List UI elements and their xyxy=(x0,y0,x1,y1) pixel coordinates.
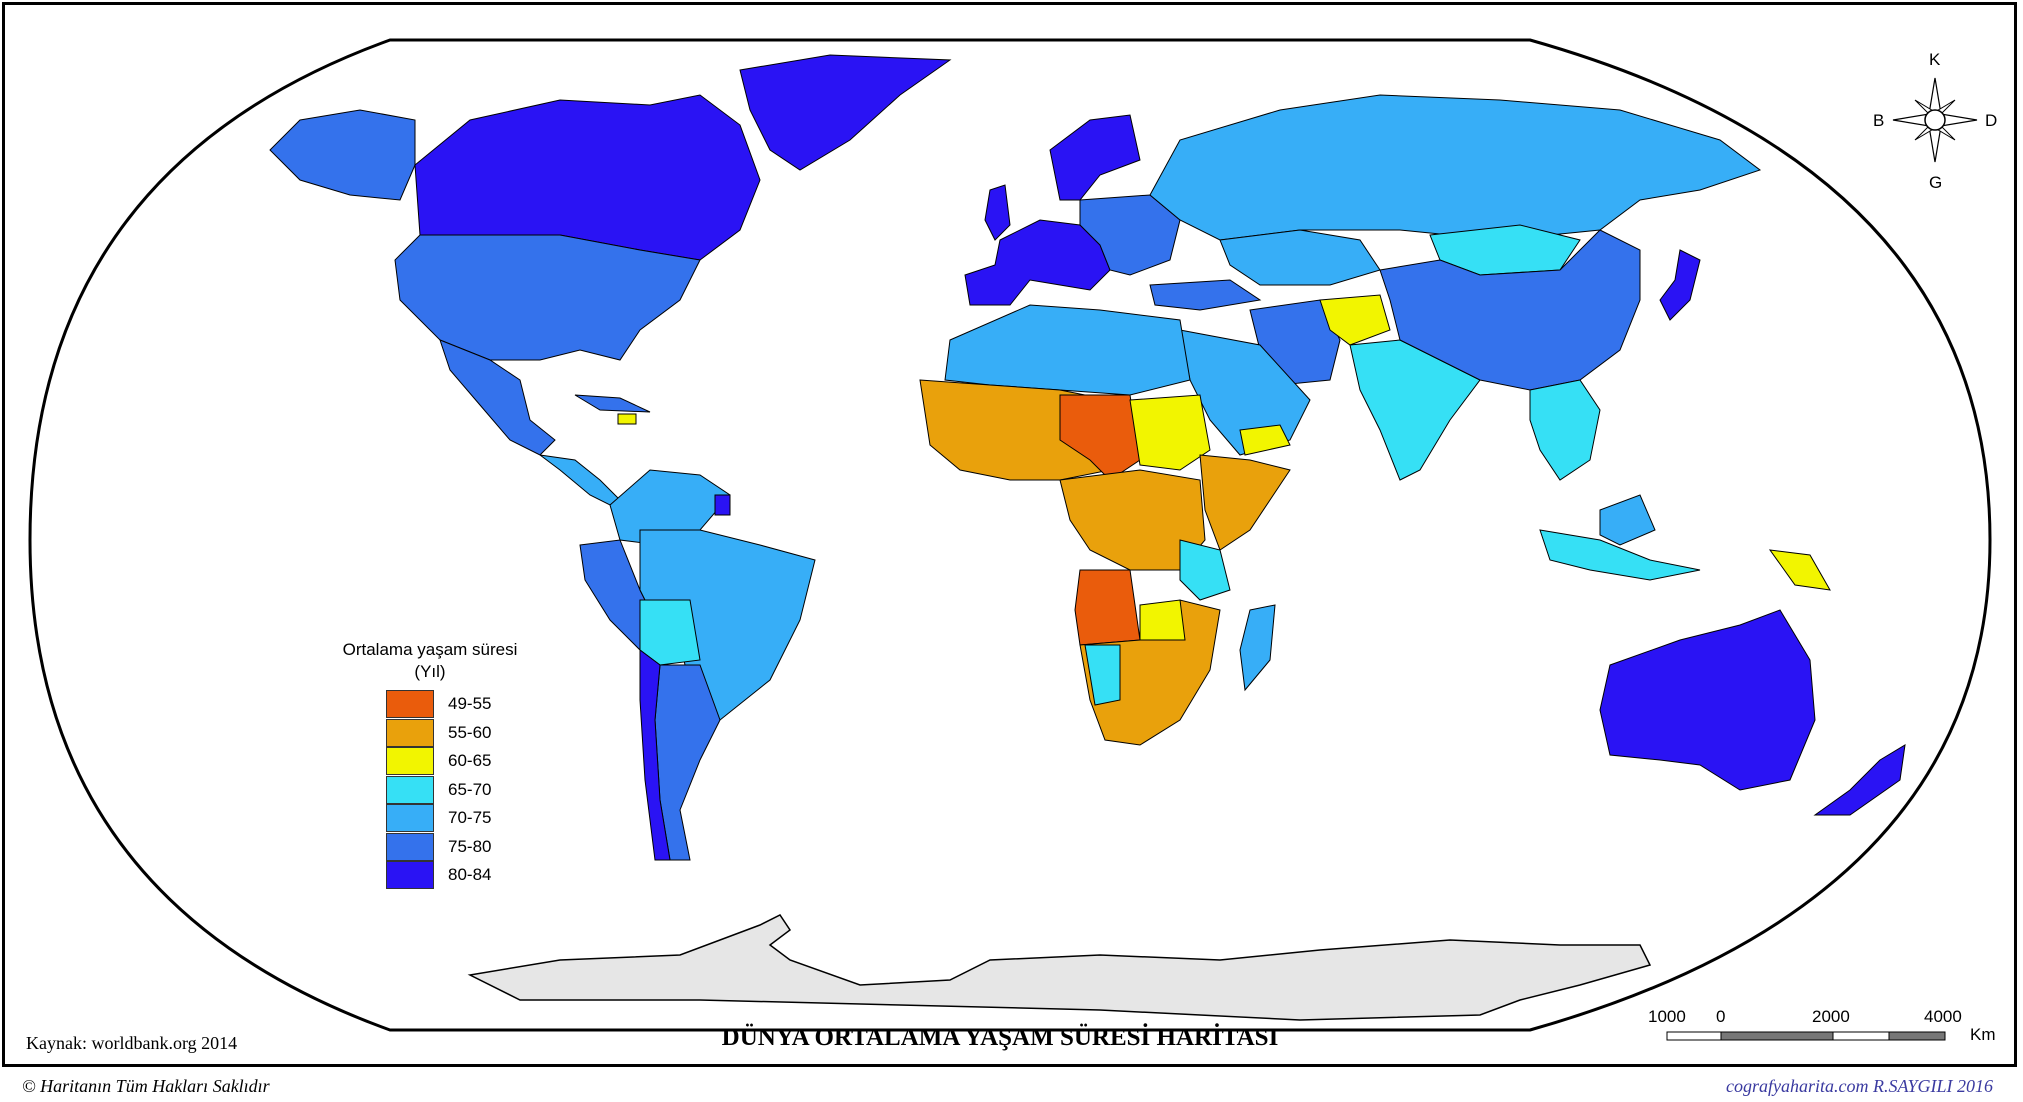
country-french-guiana xyxy=(714,494,731,516)
legend-item: 60-65 xyxy=(310,747,550,776)
copyright-note: © Haritanın Tüm Hakları Saklıdır xyxy=(22,1076,270,1096)
country-chile xyxy=(639,649,671,861)
country-kazakhstan xyxy=(1219,229,1381,286)
country-ethiopia-somalia xyxy=(1199,454,1291,551)
credit-note: cografyaharita.com R.SAYGILI 2016 xyxy=(1726,1076,1993,1096)
country-north-africa xyxy=(944,304,1191,396)
scale-bar: 1000 0 2000 4000 Km xyxy=(1648,1007,1996,1044)
legend-swatch xyxy=(386,747,434,776)
legend-swatch xyxy=(386,690,434,719)
country-angola xyxy=(1074,569,1141,646)
country-uk xyxy=(984,184,1011,241)
legend-label: 49-55 xyxy=(448,694,492,714)
country-alaska xyxy=(269,109,416,201)
legend-label: 55-60 xyxy=(448,722,492,742)
country-usa xyxy=(394,234,701,361)
scale-label-4000: 4000 xyxy=(1924,1007,1962,1026)
country-scandinavia xyxy=(1049,114,1141,201)
map-frame xyxy=(2,2,2017,1067)
scale-label-2000: 2000 xyxy=(1812,1007,1850,1026)
country-china xyxy=(1379,229,1641,391)
legend-item: 75-80 xyxy=(310,832,550,862)
country-sudan xyxy=(1129,394,1211,471)
country-namibia xyxy=(1084,644,1121,706)
country-bolivia xyxy=(639,599,701,666)
country-yemen xyxy=(1239,424,1291,456)
country-australia xyxy=(1599,609,1816,791)
compass-west-label: B xyxy=(1873,111,1884,130)
legend-label: 60-65 xyxy=(448,751,492,771)
legend-label: 65-70 xyxy=(448,779,492,799)
legend-swatch xyxy=(386,832,434,861)
antarctica xyxy=(467,914,1652,1021)
country-japan xyxy=(1659,249,1701,321)
country-cuba xyxy=(574,394,651,413)
legend-item: 49-55 xyxy=(310,690,550,719)
compass-east-label: D xyxy=(1985,111,1997,130)
legend-label: 75-80 xyxy=(448,836,492,856)
legend-items: 49-55 55-60 60-65 65-70 70-75 75-80 80-84 xyxy=(310,690,550,890)
compass-north-label: K xyxy=(1929,50,1941,69)
scale-label-1000: 1000 xyxy=(1648,1007,1686,1026)
legend-swatch xyxy=(386,718,434,747)
scale-unit: Km xyxy=(1970,1025,1996,1044)
legend-item: 55-60 xyxy=(310,718,550,748)
country-madagascar xyxy=(1239,604,1276,692)
legend-swatch xyxy=(386,775,434,804)
legend-swatch xyxy=(386,861,434,890)
legend-item: 80-84 xyxy=(310,861,550,890)
legend: Ortalama yaşam süresi (Yıl) 49-55 55-60 60… xyxy=(310,640,550,890)
country-mexico xyxy=(439,339,556,456)
compass-south-label: G xyxy=(1929,173,1942,192)
legend-item: 65-70 xyxy=(310,775,550,805)
country-southeast-asia xyxy=(1529,379,1601,481)
map-title: DÜNYA ORTALAMA YAŞAM SÜRESİ HARİTASI xyxy=(721,1024,1279,1051)
country-afghanistan xyxy=(1319,294,1391,346)
legend-title: Ortalama yaşam süresi xyxy=(342,640,518,659)
legend-label: 70-75 xyxy=(448,808,492,828)
country-new-zealand xyxy=(1813,744,1906,816)
legend-item: 70-75 xyxy=(310,804,550,833)
compass-rose-icon: K G B D xyxy=(1873,50,1997,192)
scale-label-0: 0 xyxy=(1716,1007,1725,1026)
country-kenya xyxy=(1179,539,1231,601)
country-zambia xyxy=(1139,599,1186,641)
country-papua-new-guinea xyxy=(1768,549,1831,591)
country-indonesia xyxy=(1539,529,1701,581)
legend-label: 80-84 xyxy=(448,865,492,885)
country-haiti xyxy=(617,413,637,425)
country-turkey xyxy=(1149,279,1262,311)
source-note: Kaynak: worldbank.org 2014 xyxy=(26,1033,238,1053)
legend-swatch xyxy=(386,804,434,833)
country-borneo xyxy=(1599,494,1656,546)
country-greenland xyxy=(739,54,952,171)
legend-unit: (Yıl) xyxy=(414,662,446,681)
